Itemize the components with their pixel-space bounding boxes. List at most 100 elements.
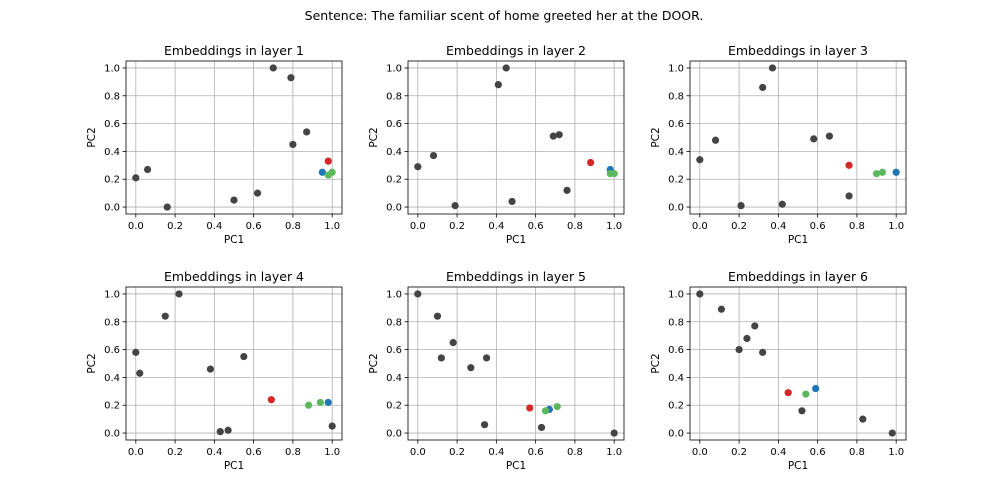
- y-tick-label: 0.6: [668, 345, 684, 356]
- y-tick-label: 0.2: [668, 401, 684, 412]
- y-tick-label: 0.8: [104, 91, 120, 102]
- point-gray: [549, 132, 557, 140]
- point-red: [587, 158, 595, 167]
- y-tick-label: 1.0: [668, 63, 684, 74]
- axes-background: [690, 61, 906, 214]
- x-tick-label: 0.0: [128, 221, 144, 232]
- point-gray: [433, 312, 442, 320]
- y-tick-label: 0.0: [104, 203, 120, 214]
- x-axis-label: PC1: [788, 460, 808, 472]
- point-green: [802, 390, 810, 398]
- subplot-title: Embeddings in layer 6: [728, 269, 868, 284]
- subplot-title: Embeddings in layer 1: [164, 43, 304, 58]
- x-tick-label: 1.0: [606, 221, 622, 232]
- y-tick-label: 0.4: [104, 373, 120, 384]
- point-gray: [610, 429, 618, 437]
- point-red: [267, 396, 275, 404]
- x-tick-label: 0.0: [410, 447, 426, 458]
- point-gray: [175, 290, 183, 298]
- point-gray: [537, 423, 546, 432]
- y-tick-label: 0.2: [104, 175, 120, 186]
- x-tick-label: 0.0: [692, 221, 708, 232]
- point-gray: [287, 74, 295, 82]
- point-green: [541, 407, 550, 415]
- y-axis-label: PC2: [650, 353, 662, 373]
- y-tick-label: 0.2: [386, 175, 402, 186]
- x-tick-label: 0.4: [770, 447, 786, 458]
- axes-background: [690, 287, 906, 440]
- subplot-title: Embeddings in layer 4: [164, 269, 304, 284]
- x-tick-label: 0.2: [731, 221, 747, 232]
- x-axis-label: PC1: [506, 234, 526, 246]
- point-gray: [414, 290, 422, 298]
- point-gray: [751, 322, 759, 330]
- axes-frame: [689, 60, 907, 215]
- x-tick-label: 0.2: [449, 221, 465, 232]
- y-tick-label: 1.0: [104, 63, 120, 74]
- subplot-title: Embeddings in layer 3: [728, 43, 868, 58]
- subplot-layer-2: 0.0 0.2 0.4 0.6 0.8 1.0 0.0 0.2 0.4 0.6 0.8 1.0 Embe…: [368, 43, 625, 246]
- x-tick-label: 0.2: [167, 447, 183, 458]
- x-tick-label: 0.6: [810, 447, 826, 458]
- subplot-layer-5: 0.0 0.2 0.4 0.6 0.8 1.0 0.0 0.2 0.4 0.6 0.8 1.0 Embe…: [368, 269, 625, 472]
- y-axis-label: PC2: [86, 127, 98, 147]
- point-gray: [429, 151, 438, 160]
- subplot-layer-4: 0.0 0.2 0.4 0.6 0.8 1.0 0.0 0.2 0.4 0.6 0.8 1.0 Embe…: [86, 269, 343, 472]
- x-tick-label: 0.8: [285, 447, 301, 458]
- x-tick-label: 0.8: [567, 221, 583, 232]
- x-tick-label: 0.4: [488, 221, 504, 232]
- x-tick-label: 0.2: [449, 447, 465, 458]
- point-gray: [735, 345, 743, 354]
- point-gray: [759, 348, 767, 356]
- x-tick-label: 0.4: [206, 221, 222, 232]
- x-tick-label: 0.2: [167, 221, 183, 232]
- point-gray: [563, 186, 571, 194]
- point-gray: [253, 189, 262, 197]
- x-tick-label: 0.4: [770, 221, 786, 232]
- x-tick-label: 0.8: [567, 447, 583, 458]
- y-tick-label: 0.4: [668, 147, 684, 158]
- axes-background: [126, 287, 342, 440]
- axes-background: [408, 61, 624, 214]
- subplots-grid: 0.0 0.2 0.4 0.6 0.8 1.0 0.0 0.2 0.4 0.6 0.8 1.0 Embe…: [86, 43, 907, 472]
- point-gray: [859, 415, 867, 423]
- point-gray: [132, 174, 140, 182]
- x-tick-label: 1.0: [888, 221, 904, 232]
- subplot-title: Embeddings in layer 2: [446, 43, 586, 58]
- y-tick-label: 0.0: [668, 203, 684, 214]
- x-tick-label: 0.0: [128, 447, 144, 458]
- point-gray: [768, 64, 777, 72]
- point-gray: [845, 192, 853, 200]
- y-tick-label: 0.2: [104, 401, 120, 412]
- y-tick-label: 0.6: [386, 345, 402, 356]
- y-tick-label: 0.0: [386, 203, 402, 214]
- y-tick-label: 0.6: [104, 119, 120, 130]
- axes-frame: [407, 60, 625, 215]
- point-green: [872, 170, 881, 178]
- point-green: [305, 401, 313, 409]
- x-axis-label: PC1: [506, 460, 526, 472]
- y-tick-label: 0.8: [104, 317, 120, 328]
- x-tick-label: 0.8: [285, 221, 301, 232]
- point-gray: [289, 140, 297, 149]
- point-gray: [696, 156, 704, 164]
- y-tick-label: 0.6: [386, 119, 402, 130]
- y-tick-label: 1.0: [386, 289, 402, 300]
- y-tick-label: 0.6: [668, 119, 684, 130]
- y-tick-label: 0.8: [668, 91, 684, 102]
- point-blue: [318, 168, 326, 176]
- x-tick-label: 0.6: [528, 447, 544, 458]
- axes-background: [126, 61, 342, 214]
- point-gray: [414, 163, 422, 171]
- point-gray: [482, 354, 491, 362]
- x-tick-label: 0.4: [206, 447, 222, 458]
- x-tick-label: 0.0: [692, 447, 708, 458]
- point-gray: [303, 128, 311, 136]
- x-tick-label: 0.0: [410, 221, 426, 232]
- figure-suptitle: Sentence: The familiar scent of home gre…: [305, 8, 704, 23]
- y-axis-label: PC2: [86, 353, 98, 373]
- point-gray: [451, 202, 459, 210]
- point-gray: [132, 348, 140, 356]
- point-gray: [136, 369, 144, 377]
